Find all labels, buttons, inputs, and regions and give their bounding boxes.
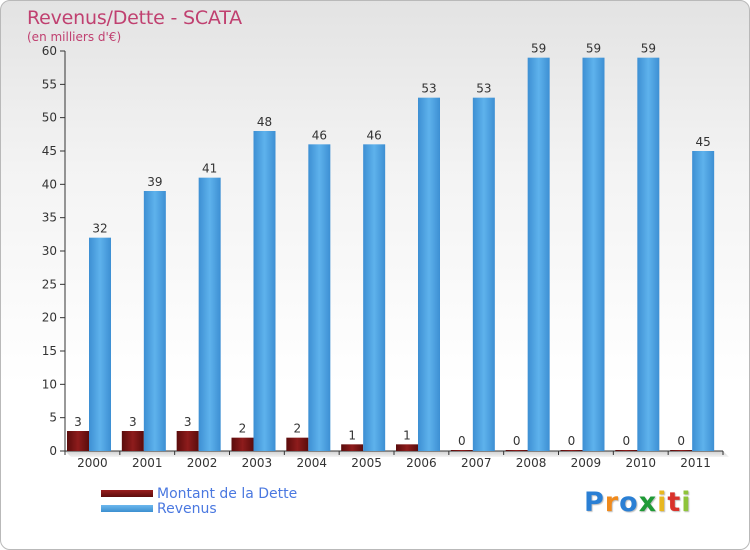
logo-letter: r [604, 487, 620, 518]
y-tick-label: 0 [49, 444, 57, 458]
x-tick-label: 2003 [242, 456, 273, 470]
data-label-revenue: 53 [421, 82, 436, 96]
x-tick-label: 2009 [571, 456, 602, 470]
data-label-revenue: 59 [531, 42, 546, 56]
bar-debt [176, 431, 199, 451]
bar-revenue [253, 131, 276, 451]
bar-revenue [692, 151, 715, 451]
logo-letter: i [657, 487, 668, 518]
y-tick-label: 45 [42, 144, 57, 158]
bar-revenue [527, 57, 550, 452]
bar-debt [670, 450, 693, 451]
bar-revenue [582, 57, 605, 452]
legend-swatch-debt [101, 490, 153, 497]
y-tick-label: 15 [42, 344, 57, 358]
legend-label-revenue: Revenus [157, 501, 217, 517]
data-label-debt: 0 [568, 434, 576, 448]
bar-revenue [418, 97, 440, 452]
data-label-debt: 0 [458, 434, 466, 448]
data-label-debt: 0 [623, 434, 631, 448]
proxiti-logo: Proxiti [584, 487, 692, 518]
data-label-debt: 3 [184, 415, 192, 429]
bar-debt [121, 431, 144, 451]
y-tick-label: 30 [42, 244, 57, 258]
y-tick-label: 20 [42, 311, 57, 325]
bar-debt [505, 450, 528, 451]
x-tick-label: 2005 [351, 456, 382, 470]
bar-debt [450, 450, 473, 451]
data-label-debt: 1 [403, 428, 411, 442]
data-label-debt: 2 [239, 422, 247, 436]
logo-letter: x [638, 487, 658, 518]
data-label-revenue: 46 [367, 128, 382, 142]
data-label-revenue: 48 [257, 115, 272, 129]
data-label-debt: 3 [74, 415, 82, 429]
bar-revenue [198, 177, 221, 451]
bar-revenue [363, 144, 386, 452]
bar-debt [231, 437, 254, 451]
data-label-revenue: 32 [92, 222, 107, 236]
x-tick-label: 2004 [296, 456, 327, 470]
y-tick-label: 50 [42, 111, 57, 125]
x-tick-label: 2007 [461, 456, 492, 470]
x-tick-label: 2001 [132, 456, 163, 470]
y-tick-label: 35 [42, 211, 57, 225]
logo-letter: P [584, 487, 605, 518]
x-tick-label: 2011 [680, 456, 711, 470]
y-tick-label: 60 [42, 44, 57, 58]
bar-debt [67, 431, 89, 451]
bar-revenue [308, 144, 331, 452]
legend-label-debt: Montant de la Dette [157, 486, 298, 502]
x-tick-label: 2008 [516, 456, 547, 470]
bar-revenue [637, 57, 660, 452]
legend-swatch-revenue [101, 505, 153, 512]
data-label-revenue: 46 [312, 128, 327, 142]
y-tick-label: 25 [42, 277, 57, 291]
x-tick-label: 2002 [187, 456, 218, 470]
data-label-debt: 0 [677, 434, 685, 448]
data-label-revenue: 59 [586, 42, 601, 56]
y-tick-label: 55 [42, 77, 57, 91]
bar-debt [286, 437, 309, 451]
logo-letter: o [619, 487, 639, 518]
data-label-revenue: 59 [641, 42, 656, 56]
data-label-revenue: 39 [147, 175, 162, 189]
bar-debt [560, 450, 583, 451]
x-tick-label: 2006 [406, 456, 437, 470]
chart-subtitle: (en milliers d'€) [27, 30, 122, 44]
logo-letter: t [667, 487, 682, 518]
bar-revenue [472, 97, 495, 452]
data-label-debt: 0 [513, 434, 521, 448]
data-label-debt: 2 [294, 422, 302, 436]
bar-revenue [143, 191, 166, 451]
data-label-revenue: 53 [476, 82, 491, 96]
y-tick-label: 5 [49, 411, 57, 425]
chart-title: Revenus/Dette - SCATA [27, 7, 242, 29]
y-tick-label: 10 [42, 377, 57, 391]
logo-letter: i [681, 487, 692, 518]
bar-revenue [89, 237, 111, 451]
data-label-debt: 1 [348, 428, 356, 442]
x-tick-label: 2000 [77, 456, 108, 470]
data-label-revenue: 45 [696, 135, 711, 149]
bar-debt [396, 444, 418, 451]
data-label-revenue: 41 [202, 162, 217, 176]
data-label-debt: 3 [129, 415, 137, 429]
bar-debt [341, 444, 364, 451]
y-tick-label: 40 [42, 177, 57, 191]
x-tick-label: 2010 [625, 456, 656, 470]
bar-debt [615, 450, 638, 451]
chart-floor [65, 451, 729, 457]
